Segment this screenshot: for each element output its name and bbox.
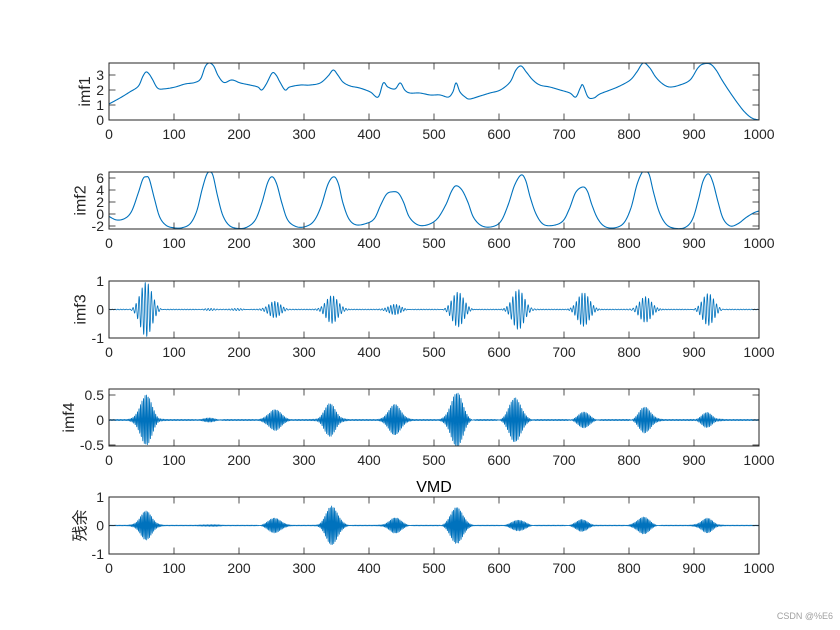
x-tick-label: 100 bbox=[162, 452, 186, 468]
x-tick-label: 800 bbox=[617, 344, 641, 360]
y-axis-label: imf2 bbox=[73, 185, 90, 215]
axes-box bbox=[108, 171, 760, 230]
x-tick-label: 400 bbox=[357, 235, 381, 251]
y-tick-label: 0 bbox=[96, 206, 104, 222]
series-line bbox=[109, 505, 759, 545]
y-axis-label: imf3 bbox=[73, 294, 90, 324]
x-tick-label: 800 bbox=[617, 235, 641, 251]
x-tick-label: 700 bbox=[552, 126, 576, 142]
x-tick-label: 0 bbox=[105, 235, 113, 251]
x-tick-label: 200 bbox=[227, 452, 251, 468]
y-axis-label: 残余 bbox=[71, 509, 90, 541]
x-tick-label: 600 bbox=[487, 452, 511, 468]
y-tick-label: 3 bbox=[96, 67, 104, 83]
x-tick-label: 800 bbox=[617, 452, 641, 468]
y-tick-label: 0 bbox=[96, 302, 104, 318]
x-tick-label: 400 bbox=[357, 452, 381, 468]
y-tick-label: 0 bbox=[96, 412, 104, 428]
x-tick-label: 900 bbox=[682, 126, 706, 142]
x-tick-label: 0 bbox=[105, 344, 113, 360]
y-axis-label: imf4 bbox=[61, 402, 78, 432]
subplot: 0 100 200 300 400 500 600 700 800 900 1000-0.500.5… bbox=[61, 387, 775, 468]
y-tick-label: -1 bbox=[92, 546, 105, 562]
x-tick-label: 1000 bbox=[743, 344, 774, 360]
y-tick-label: 6 bbox=[96, 170, 104, 186]
x-tick-label: 800 bbox=[617, 560, 641, 576]
y-tick-label: 2 bbox=[96, 82, 104, 98]
x-tick-label: 600 bbox=[487, 235, 511, 251]
x-tick-label: 300 bbox=[292, 344, 316, 360]
series-line bbox=[109, 172, 759, 229]
x-tick-label: 0 bbox=[105, 452, 113, 468]
y-tick-label: 1 bbox=[96, 273, 104, 289]
y-tick-label: -0.5 bbox=[80, 437, 104, 453]
y-axis-label: imf1 bbox=[77, 76, 94, 106]
series-line bbox=[109, 392, 759, 446]
x-tick-label: 700 bbox=[552, 344, 576, 360]
x-tick-label: 200 bbox=[227, 235, 251, 251]
y-tick-label: 0.5 bbox=[85, 387, 105, 403]
y-tick-label: -2 bbox=[92, 218, 105, 234]
x-tick-label: 600 bbox=[487, 344, 511, 360]
x-tick-label: 300 bbox=[292, 452, 316, 468]
x-tick-label: 1000 bbox=[743, 126, 774, 142]
x-tick-label: 100 bbox=[162, 126, 186, 142]
x-tick-label: 100 bbox=[162, 344, 186, 360]
x-tick-label: 200 bbox=[227, 344, 251, 360]
y-tick-label: -1 bbox=[92, 330, 105, 346]
x-tick-label: 800 bbox=[617, 126, 641, 142]
x-tick-label: 300 bbox=[292, 560, 316, 576]
x-tick-label: 900 bbox=[682, 344, 706, 360]
series-line bbox=[109, 282, 759, 337]
x-tick-label: 700 bbox=[552, 452, 576, 468]
x-tick-label: 0 bbox=[105, 560, 113, 576]
y-tick-label: 4 bbox=[96, 182, 104, 198]
x-tick-label: 500 bbox=[422, 344, 446, 360]
x-tick-label: 1000 bbox=[743, 235, 774, 251]
x-tick-label: 1000 bbox=[743, 452, 774, 468]
x-tick-label: 0 bbox=[105, 126, 113, 142]
subplot: 0 100 200 300 400 500 600 700 800 900 1000-20246im… bbox=[73, 170, 775, 251]
series-line bbox=[109, 63, 759, 120]
x-tick-label: 700 bbox=[552, 235, 576, 251]
x-tick-label: 700 bbox=[552, 560, 576, 576]
x-tick-label: 600 bbox=[487, 560, 511, 576]
x-tick-label: 400 bbox=[357, 126, 381, 142]
x-tick-label: 500 bbox=[422, 560, 446, 576]
x-tick-label: 900 bbox=[682, 235, 706, 251]
y-tick-label: 2 bbox=[96, 194, 104, 210]
x-tick-label: 400 bbox=[357, 560, 381, 576]
y-tick-label: 0 bbox=[96, 518, 104, 534]
x-tick-label: 900 bbox=[682, 452, 706, 468]
y-tick-label: 0 bbox=[96, 112, 104, 128]
x-tick-label: 600 bbox=[487, 126, 511, 142]
x-tick-label: 200 bbox=[227, 126, 251, 142]
x-tick-label: 100 bbox=[162, 235, 186, 251]
watermark: CSDN @%E6 bbox=[776, 611, 833, 621]
x-tick-label: 900 bbox=[682, 560, 706, 576]
axes-box bbox=[108, 388, 760, 447]
y-tick-label: 1 bbox=[96, 489, 104, 505]
subplot: 0 100 200 300 400 500 600 700 800 900 1000-101残余VM… bbox=[71, 479, 775, 576]
chart-title: VMD bbox=[416, 479, 452, 496]
x-tick-label: 300 bbox=[292, 126, 316, 142]
x-tick-label: 1000 bbox=[743, 560, 774, 576]
axes-box bbox=[108, 62, 760, 121]
x-tick-label: 100 bbox=[162, 560, 186, 576]
x-tick-label: 400 bbox=[357, 344, 381, 360]
x-tick-label: 200 bbox=[227, 560, 251, 576]
x-tick-label: 500 bbox=[422, 126, 446, 142]
x-tick-label: 500 bbox=[422, 235, 446, 251]
x-tick-label: 300 bbox=[292, 235, 316, 251]
y-tick-label: 1 bbox=[96, 97, 104, 113]
x-tick-label: 500 bbox=[422, 452, 446, 468]
